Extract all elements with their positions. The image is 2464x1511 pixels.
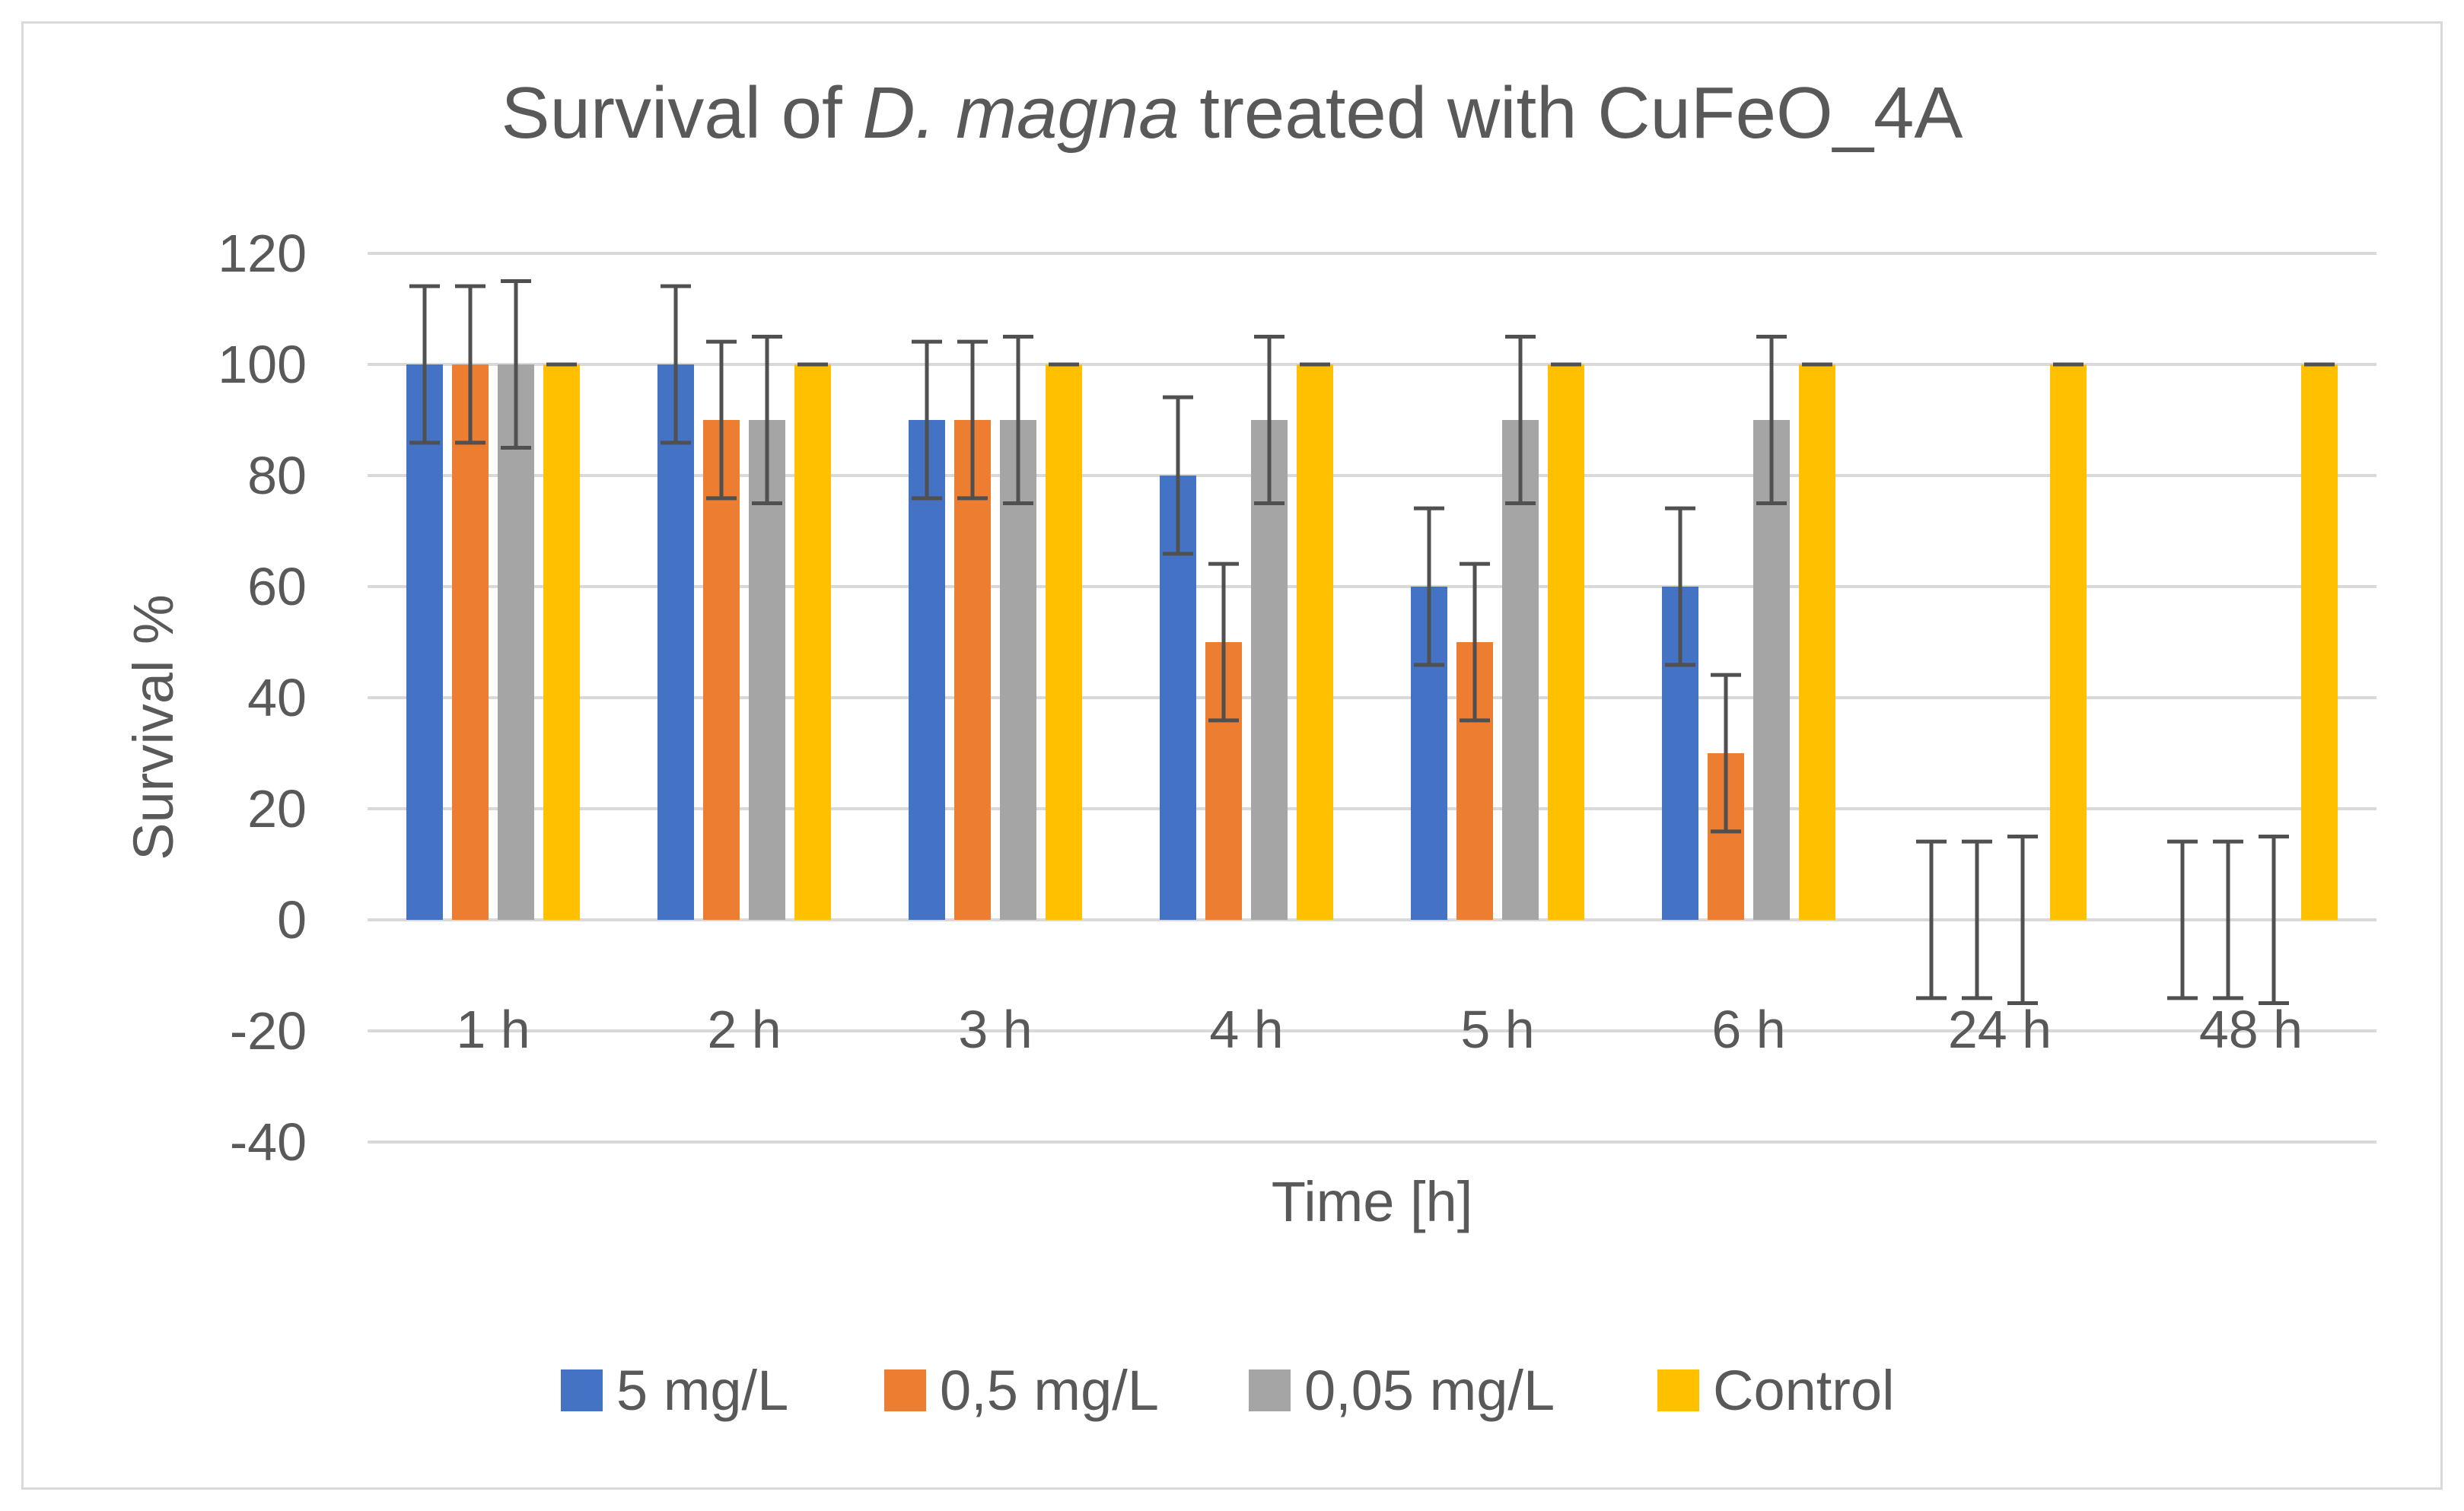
y-tick-label: 120 bbox=[218, 224, 307, 283]
bar bbox=[1297, 364, 1333, 920]
error-bar bbox=[1003, 335, 1033, 505]
legend-item: 0,05 mg/L bbox=[1249, 1359, 1555, 1422]
chart-title-suffix: treated with CuFeO_4A bbox=[1179, 72, 1963, 154]
x-tick-label: 1 h bbox=[456, 1000, 530, 1059]
error-bar bbox=[1711, 673, 1741, 834]
y-tick-label: -20 bbox=[230, 1001, 307, 1061]
legend-swatch bbox=[561, 1369, 603, 1411]
bar bbox=[452, 364, 489, 920]
bar bbox=[657, 364, 694, 920]
bar bbox=[1046, 364, 1082, 920]
x-tick-label: 24 h bbox=[1948, 1000, 2052, 1059]
legend: 5 mg/L 0,5 mg/L 0,05 mg/L Control bbox=[561, 1359, 1895, 1422]
error-bar bbox=[2007, 835, 2038, 1005]
x-tick-label: 5 h bbox=[1460, 1000, 1534, 1059]
error-bar bbox=[2259, 835, 2289, 1005]
legend-label: 5 mg/L bbox=[616, 1359, 788, 1422]
bar bbox=[406, 364, 443, 920]
error-bar bbox=[1665, 506, 1695, 667]
error-bar bbox=[2213, 839, 2243, 1000]
bar bbox=[703, 420, 740, 920]
bar bbox=[498, 364, 534, 920]
error-bars bbox=[409, 279, 2335, 1005]
bar bbox=[1799, 364, 1835, 920]
error-bar bbox=[455, 284, 485, 445]
legend-item: 5 mg/L bbox=[561, 1359, 788, 1422]
error-bar bbox=[1414, 506, 1444, 667]
error-bar bbox=[409, 284, 440, 445]
y-tick-label: 40 bbox=[247, 668, 307, 727]
legend-label: Control bbox=[1713, 1359, 1895, 1422]
bar bbox=[794, 364, 831, 920]
chart-frame: Survival of D. magna treated with CuFeO_… bbox=[21, 21, 2443, 1490]
error-bar bbox=[912, 339, 942, 501]
bar bbox=[543, 364, 580, 920]
legend-label: 0,05 mg/L bbox=[1304, 1359, 1555, 1422]
error-bar bbox=[1505, 335, 1536, 505]
error-bar bbox=[661, 284, 691, 445]
chart-title: Survival of D. magna treated with CuFeO_… bbox=[501, 72, 1963, 154]
legend-swatch bbox=[1249, 1369, 1291, 1411]
gridlines bbox=[368, 252, 2376, 1144]
error-bar bbox=[1460, 561, 1490, 723]
x-tick-label: 6 h bbox=[1711, 1000, 1785, 1059]
legend-swatch bbox=[1657, 1369, 1699, 1411]
y-axis-title: Survival % bbox=[122, 594, 185, 860]
legend-item: 0,5 mg/L bbox=[884, 1359, 1159, 1422]
x-tick-label: 2 h bbox=[707, 1000, 781, 1059]
legend-swatch bbox=[884, 1369, 926, 1411]
error-bar bbox=[1756, 335, 1787, 505]
chart-title-prefix: Survival of bbox=[501, 72, 863, 154]
y-tick-label: 60 bbox=[247, 557, 307, 616]
y-tick-label: 20 bbox=[247, 779, 307, 838]
error-bar bbox=[706, 339, 737, 501]
y-tick-label: -40 bbox=[230, 1112, 307, 1172]
bar bbox=[954, 420, 991, 920]
bar bbox=[2050, 364, 2087, 920]
y-tick-label: 100 bbox=[218, 335, 307, 394]
x-tick-label: 3 h bbox=[958, 1000, 1032, 1059]
error-bar bbox=[1208, 561, 1239, 723]
error-bar bbox=[752, 335, 782, 505]
x-tick-label: 4 h bbox=[1209, 1000, 1283, 1059]
x-tick-label: 48 h bbox=[2199, 1000, 2303, 1059]
error-bar bbox=[501, 279, 531, 450]
error-bar bbox=[1962, 839, 1992, 1000]
bar bbox=[909, 420, 945, 920]
bar bbox=[2301, 364, 2338, 920]
y-tick-label: 80 bbox=[247, 446, 307, 505]
x-tick-labels: 1 h 2 h 3 h 4 h 5 h 6 h 24 h 48 h bbox=[456, 1000, 2303, 1059]
error-bar bbox=[957, 339, 988, 501]
bars bbox=[406, 364, 2338, 920]
chart: Survival of D. magna treated with CuFeO_… bbox=[122, 72, 2376, 1422]
x-axis-title: Time [h] bbox=[1272, 1170, 1473, 1233]
y-tick-label: 0 bbox=[277, 890, 307, 950]
error-bar bbox=[1916, 839, 1947, 1000]
chart-title-italic: D. magna bbox=[862, 72, 1179, 154]
error-bar bbox=[1163, 395, 1193, 556]
legend-item: Control bbox=[1657, 1359, 1895, 1422]
y-tick-labels: 120 100 80 60 40 20 0 -20 -40 bbox=[218, 224, 307, 1172]
legend-label: 0,5 mg/L bbox=[940, 1359, 1159, 1422]
error-bar bbox=[1254, 335, 1285, 505]
bar bbox=[1548, 364, 1584, 920]
error-bar bbox=[2167, 839, 2198, 1000]
